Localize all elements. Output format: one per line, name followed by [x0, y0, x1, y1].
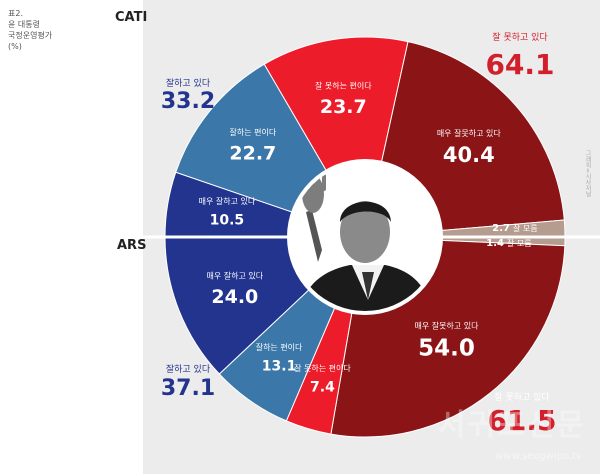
caption-column: 표2. 윤 대통령 국정운영평가 (%) [0, 0, 143, 474]
watermark-url: www.seogwipo.tv [495, 451, 582, 462]
ars-label-잘-못하는-편이다: 잘 못하는 편이다 [294, 363, 351, 373]
president-portrait-icon [291, 163, 439, 311]
ars-value-unknown: 1.4 [486, 238, 504, 249]
cati-total-bad-label: 잘 못하고 있다 [492, 31, 548, 43]
graphic-credit: 그래픽=시사저널 [584, 150, 591, 198]
ars-label-unknown: 잘 모름 [507, 239, 532, 248]
ars-label-매우-잘못하고-있다: 매우 잘못하고 있다 [415, 320, 480, 330]
caption-line-2: 윤 대통령 [8, 20, 40, 29]
cati-total-good-value: 33.2 [161, 89, 215, 114]
ars-total-good-value: 37.1 [161, 376, 215, 401]
caption-line-4: (%) [8, 42, 22, 51]
ars-value-잘-못하는-편이다: 7.4 [310, 379, 335, 395]
cati-value-매우-잘못하고-있다: 40.4 [443, 143, 495, 167]
cati-value-잘-못하는-편이다: 23.7 [320, 96, 367, 118]
ars-value-매우-잘하고-있다: 24.0 [211, 286, 258, 308]
method-label-cati: CATI [115, 10, 148, 25]
watermark-text: 서귀포신문 [438, 408, 586, 443]
ars-total-bad-label: 잘 못하고 있다 [494, 391, 550, 403]
method-label-ars: ARS [117, 238, 147, 253]
cati-value-잘하는-편이다: 22.7 [229, 142, 276, 164]
ars-label-잘하는-편이다: 잘하는 편이다 [256, 342, 303, 352]
ars-label-매우-잘하고-있다: 매우 잘하고 있다 [207, 271, 264, 281]
ars-total-good-label: 잘하고 있다 [166, 363, 211, 375]
caption-line-3: 국정운영평가 [8, 31, 53, 40]
cati-value-매우-잘하고-있다: 10.5 [210, 213, 245, 229]
cati-label-매우-잘하고-있다: 매우 잘하고 있다 [199, 196, 256, 206]
labels-group: 매우 잘하고 있다 10.5 잘하는 편이다 22.7 잘 못하는 편이다 23.7 매우 … [161, 31, 557, 437]
cati-total-good-label: 잘하고 있다 [166, 77, 211, 89]
cati-total-bad-value: 64.1 [485, 48, 554, 81]
chart-caption: 표2. 윤 대통령 국정운영평가 (%) [8, 8, 52, 52]
cati-label-잘-못하는-편이다: 잘 못하는 편이다 [315, 81, 372, 91]
cati-value-unknown: 2.7 [492, 223, 510, 234]
cati-label-매우-잘못하고-있다: 매우 잘못하고 있다 [437, 128, 502, 138]
ars-value-매우-잘못하고-있다: 54.0 [418, 336, 475, 362]
cati-label-잘하는-편이다: 잘하는 편이다 [229, 127, 276, 137]
cati-label-unknown: 잘 모름 [513, 224, 538, 233]
ars-value-잘하는-편이다: 13.1 [262, 358, 297, 374]
ars-total-bad-value: 61.5 [487, 404, 556, 437]
caption-line-1: 표2. [8, 9, 23, 18]
